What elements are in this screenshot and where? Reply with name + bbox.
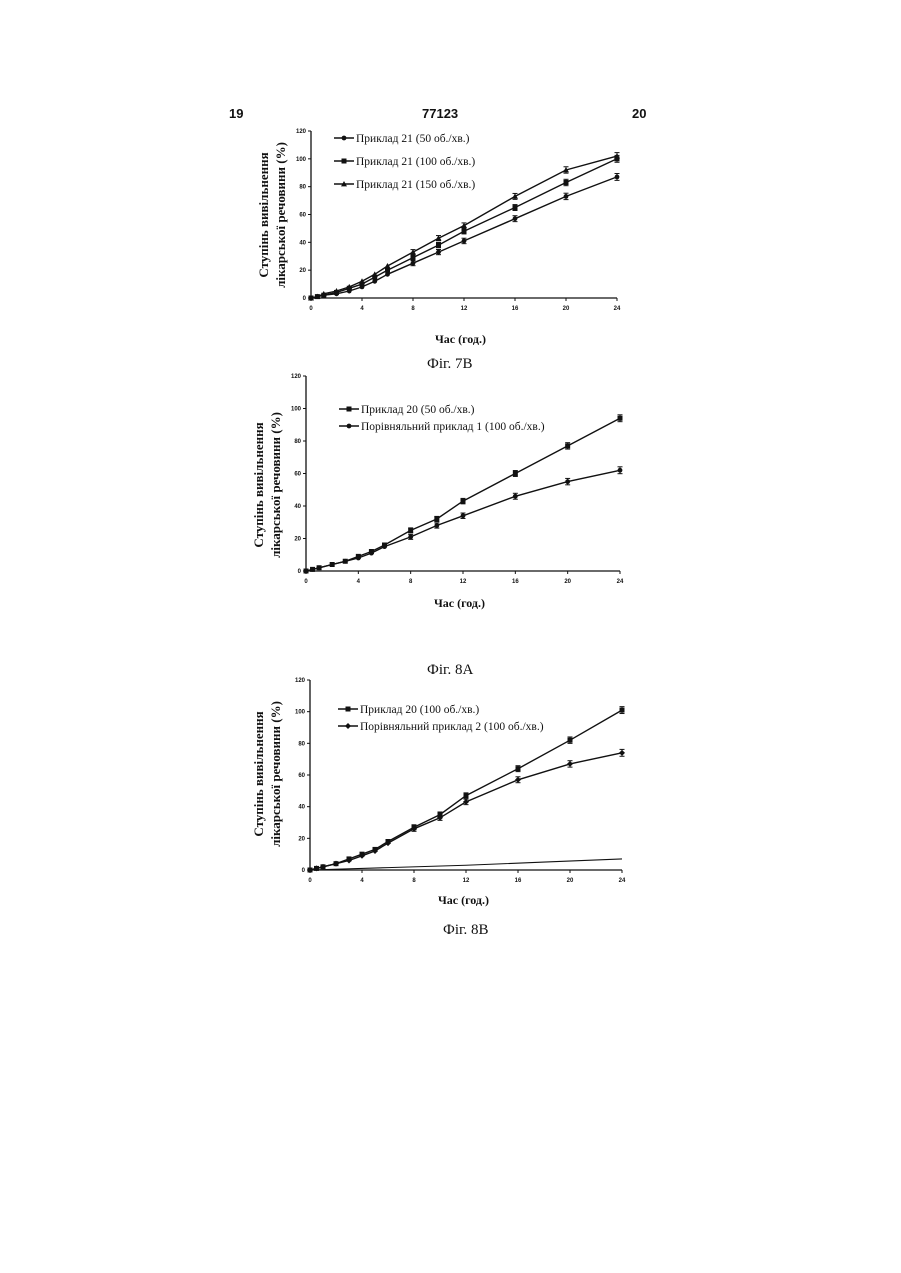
legend-label-2: Порівняльний приклад 2 (100 об./хв.): [360, 721, 544, 733]
data-point: [464, 793, 469, 798]
baseline-trace: [310, 859, 622, 870]
y-axis-label-line1: Ступінь вивільнення: [251, 711, 266, 836]
y-tick-label: 0: [302, 868, 306, 874]
data-point: [516, 766, 521, 771]
data-point: [567, 761, 573, 767]
figure-8a-caption: Фіг. 8А: [427, 662, 473, 679]
y-tick-label: 120: [295, 678, 306, 684]
x-tick-label: 12: [463, 878, 470, 884]
x-axis-label: Час (год.): [438, 893, 489, 907]
data-point: [619, 750, 625, 756]
legend-label-1: Приклад 20 (100 об./хв.): [360, 704, 479, 716]
y-tick-label: 100: [295, 710, 306, 716]
y-tick-label: 80: [298, 741, 305, 747]
figure-7b-caption: Фіг. 7B: [427, 356, 472, 373]
series-line-1: [310, 710, 622, 870]
x-tick-label: 16: [515, 878, 522, 884]
y-tick-label: 40: [298, 805, 305, 811]
x-tick-label: 4: [360, 878, 364, 884]
y-axis-label-line2: лікарської речовини (%): [268, 701, 283, 847]
series-line-2: [310, 753, 622, 870]
x-tick-label: 20: [567, 878, 574, 884]
data-point: [515, 777, 521, 783]
y-tick-label: 60: [298, 773, 305, 779]
figure-8b-chart: 0 20 40 60 80 100 120 0 4 8 12 16 20 24 Ступінь вивіль…: [0, 0, 901, 1273]
x-tick-label: 8: [412, 878, 416, 884]
figure-8b-caption: Фіг. 8B: [443, 922, 488, 939]
data-point: [568, 738, 573, 743]
legend-marker-1: [346, 707, 351, 712]
legend-marker-2: [345, 723, 351, 729]
y-tick-label: 20: [298, 836, 305, 842]
x-tick-label: 24: [619, 878, 626, 884]
x-tick-label: 0: [308, 878, 312, 884]
data-point: [463, 799, 469, 805]
data-point: [620, 708, 625, 713]
